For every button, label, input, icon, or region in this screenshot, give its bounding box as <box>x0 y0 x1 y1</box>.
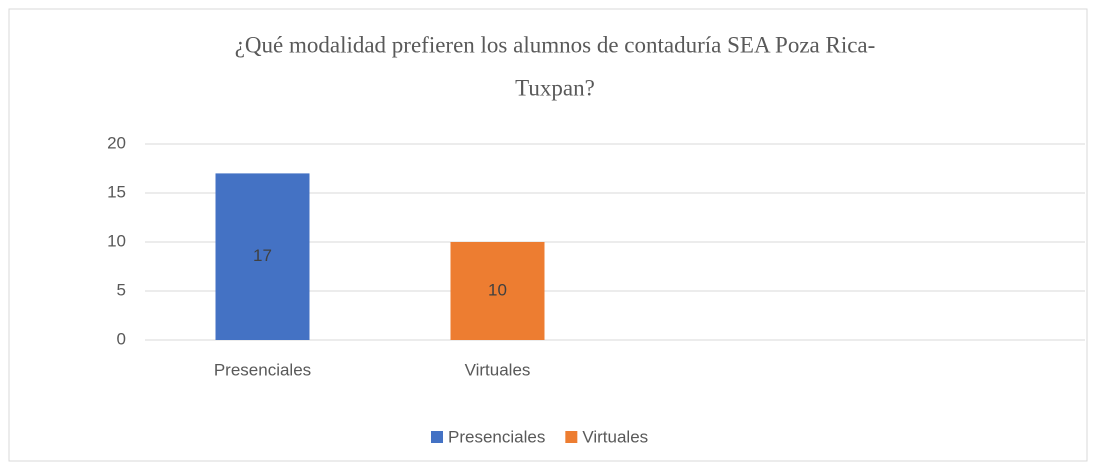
chart-title: Tuxpan? <box>515 75 595 100</box>
bar <box>215 173 310 340</box>
y-tick-label: 10 <box>107 231 126 250</box>
legend-swatch <box>565 431 578 443</box>
chart-title: ¿Qué modalidad prefieren los alumnos de … <box>235 32 876 57</box>
chart-frame <box>8 8 1088 462</box>
legend-label: Presenciales <box>448 427 545 446</box>
x-tick-label: Virtuales <box>465 360 531 379</box>
y-tick-label: 5 <box>117 280 126 299</box>
data-label: 10 <box>488 280 507 299</box>
x-tick-label: Presenciales <box>214 360 311 379</box>
legend-label: Virtuales <box>582 427 648 446</box>
y-tick-label: 0 <box>117 329 126 348</box>
y-tick-label: 15 <box>107 182 126 201</box>
bar <box>450 242 545 340</box>
legend-swatch <box>431 431 443 443</box>
data-label: 17 <box>253 246 272 265</box>
y-tick-label: 20 <box>107 133 126 152</box>
